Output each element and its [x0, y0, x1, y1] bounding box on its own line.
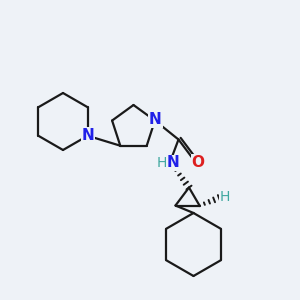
Text: H: H: [219, 190, 230, 204]
Text: N: N: [81, 128, 94, 143]
Text: H: H: [157, 156, 167, 170]
Text: N: N: [166, 155, 179, 170]
Text: O: O: [191, 155, 205, 170]
Text: N: N: [149, 112, 162, 128]
